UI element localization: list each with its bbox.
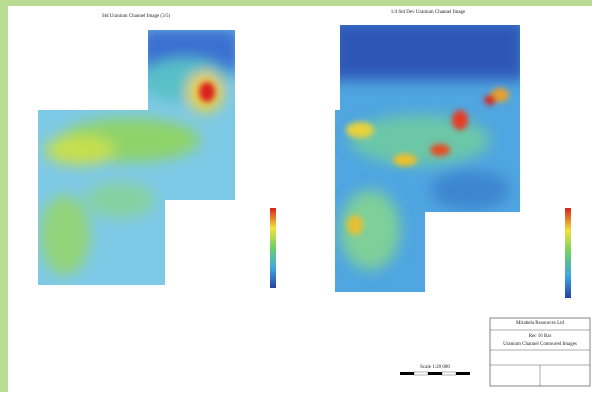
project: Rec 16 Bar: [529, 334, 552, 339]
map-title: 1/4 Std Dev Uranium Channel Image: [391, 10, 466, 15]
map-sheet: Std Uranium Channel Image (3/5) 1/4 Std …: [0, 0, 592, 392]
title-block: Mirabela Resources Ltd Rec 16 Bar Uraniu…: [490, 318, 590, 386]
scale-label: Scale 1:20 000: [420, 365, 450, 370]
color-scale: [270, 208, 276, 288]
subtitle: Uranium Channel Contoured Images: [503, 342, 577, 347]
map-title: Std Uranium Channel Image (3/5): [102, 14, 171, 19]
company: Mirabela Resources Ltd: [516, 321, 565, 326]
color-scale: [565, 208, 571, 298]
